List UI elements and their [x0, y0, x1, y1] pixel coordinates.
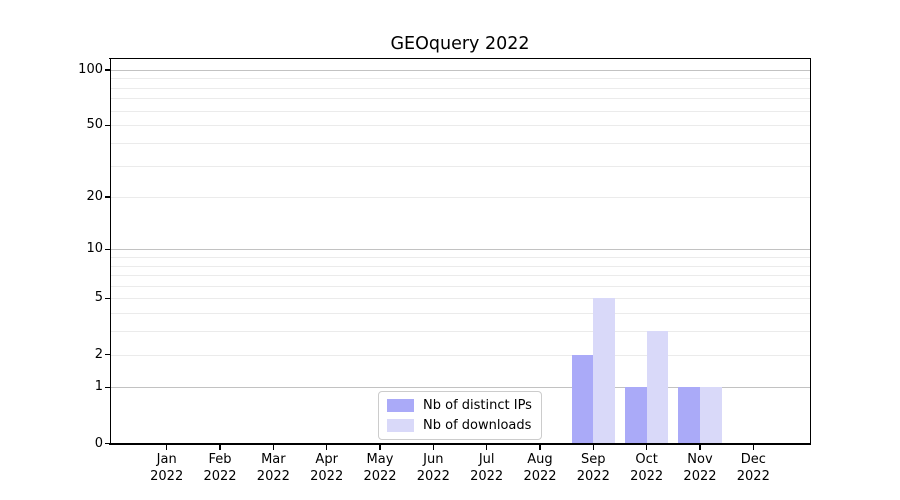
gridline-minor: [110, 197, 810, 199]
x-tick-label: Aug 2022: [523, 452, 557, 484]
gridline-major: [110, 387, 810, 389]
y-tick-label: 50: [86, 117, 103, 133]
gridline-minor: [110, 257, 810, 259]
gridline-minor: [110, 98, 810, 100]
y-tick: [104, 124, 110, 126]
y-tick-label: 100: [78, 61, 103, 77]
x-tick: [645, 444, 648, 450]
gridline-minor: [110, 142, 810, 144]
x-tick: [699, 444, 701, 450]
legend-item-downloads: Nb of downloads: [387, 418, 532, 433]
x-tick-label: Sep 2022: [576, 452, 610, 484]
plot-spine-left: [109, 57, 111, 445]
legend-item-distinct-ips: Nb of distinct IPs: [387, 398, 532, 413]
plot-spine-bottom: [109, 443, 811, 445]
x-tick: [539, 444, 541, 450]
bar-downloads: [699, 387, 722, 444]
x-tick: [272, 444, 275, 450]
x-tick-label: Jan 2022: [150, 452, 184, 484]
gridline-minor: [110, 78, 810, 80]
plot-spine-top: [109, 57, 811, 59]
y-tick: [104, 196, 110, 198]
bar-distinct-ips: [571, 354, 594, 444]
gridline-minor: [110, 313, 810, 315]
x-tick: [379, 444, 381, 450]
y-tick: [104, 353, 110, 356]
gridline-minor: [110, 354, 810, 356]
x-tick: [485, 444, 488, 450]
x-tick: [219, 444, 221, 450]
y-tick-label: 20: [86, 189, 103, 205]
gridline-minor: [110, 110, 810, 112]
legend-label-downloads: Nb of downloads: [423, 418, 532, 433]
y-tick-label: 1: [94, 379, 103, 395]
bar-downloads: [593, 298, 616, 444]
gridline-minor: [110, 298, 810, 300]
x-tick-label: Feb 2022: [203, 452, 237, 484]
legend-swatch-distinct-ips: [387, 399, 414, 412]
gridline-minor: [110, 331, 810, 333]
bar-downloads: [646, 331, 669, 444]
x-tick-label: Apr 2022: [310, 452, 344, 484]
y-tick: [104, 297, 110, 300]
legend-swatch-downloads: [387, 419, 414, 432]
bar-distinct-ips: [624, 387, 647, 444]
x-tick: [166, 444, 168, 450]
x-tick: [752, 444, 754, 450]
x-tick: [432, 444, 435, 450]
chart-title: GEOquery 2022: [390, 34, 530, 54]
y-tick-label: 0: [94, 435, 103, 451]
x-tick-label: Nov 2022: [683, 452, 717, 484]
x-tick-label: Jun 2022: [416, 452, 450, 484]
y-tick: [104, 442, 110, 445]
gridline-minor: [110, 125, 810, 127]
legend-label-distinct-ips: Nb of distinct IPs: [423, 398, 532, 413]
bar-distinct-ips: [678, 387, 700, 444]
x-tick-label: Oct 2022: [630, 452, 664, 484]
gridline-major: [110, 249, 810, 251]
y-tick-label: 2: [94, 346, 103, 362]
plot-spine-right: [809, 57, 811, 445]
y-tick-label: 10: [86, 241, 103, 257]
gridline-minor: [110, 265, 810, 267]
legend: Nb of distinct IPs Nb of downloads: [378, 391, 542, 440]
x-tick-label: Mar 2022: [256, 452, 290, 484]
gridline-minor: [110, 87, 810, 89]
y-tick: [104, 386, 110, 389]
gridline-minor: [110, 285, 810, 287]
x-tick-label: Jul 2022: [470, 452, 504, 484]
gridline-minor: [110, 165, 810, 167]
plot-area: Nb of distinct IPs Nb of downloads: [110, 58, 810, 444]
x-tick-label: Dec 2022: [736, 452, 770, 484]
y-tick-label: 5: [94, 290, 103, 306]
y-tick: [104, 69, 110, 71]
gridline-major: [110, 69, 810, 71]
x-tick-label: May 2022: [363, 452, 397, 484]
gridline-minor: [110, 275, 810, 277]
x-tick: [592, 444, 594, 450]
y-tick: [104, 248, 110, 251]
x-tick: [325, 444, 328, 450]
